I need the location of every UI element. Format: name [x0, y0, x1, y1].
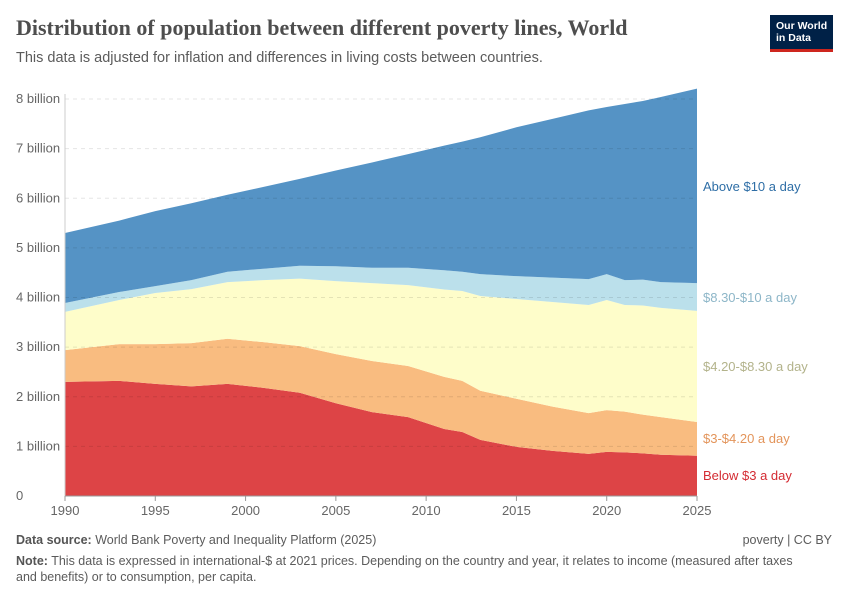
note-label: Note:	[16, 554, 48, 568]
y-tick-label: 0	[16, 488, 23, 503]
chart-title: Distribution of population between diffe…	[16, 15, 628, 40]
y-tick-label: 4 billion	[16, 290, 60, 305]
x-tick-label: 1995	[141, 503, 170, 518]
x-tick-label: 2010	[412, 503, 441, 518]
data-source: Data source: World Bank Poverty and Ineq…	[16, 533, 376, 547]
y-tick-label: 2 billion	[16, 389, 60, 404]
y-tick-label: 7 billion	[16, 141, 60, 156]
source-link[interactable]: World Bank Poverty and Inequality Platfo…	[95, 533, 377, 547]
series-label: $4.20-$8.30 a day	[703, 359, 808, 374]
x-tick-label: 2020	[592, 503, 621, 518]
series-label: $8.30-$10 a day	[703, 290, 797, 305]
x-tick-label: 1990	[51, 503, 80, 518]
y-tick-label: 1 billion	[16, 438, 60, 453]
y-tick-label: 5 billion	[16, 240, 60, 255]
area-4	[65, 88, 697, 303]
y-tick-label: 6 billion	[16, 190, 60, 205]
owid-logo[interactable]: Our World in Data	[770, 15, 833, 52]
area-2	[65, 278, 697, 423]
y-tick-label: 8 billion	[16, 91, 60, 106]
x-tick-label: 2025	[683, 503, 712, 518]
x-tick-label: 2000	[231, 503, 260, 518]
area-1	[65, 338, 697, 456]
area-3	[65, 265, 697, 312]
source-label: Data source:	[16, 533, 92, 547]
series-label: Below $3 a day	[703, 468, 792, 483]
x-tick-label: 2005	[321, 503, 350, 518]
note: Note: This data is expressed in internat…	[16, 553, 816, 585]
series-label: $3-$4.20 a day	[703, 431, 790, 446]
note-text: This data is expressed in international-…	[16, 554, 793, 584]
series-label: Above $10 a day	[703, 179, 801, 194]
chart-subtitle: This data is adjusted for inflation and …	[16, 50, 543, 66]
y-tick-label: 3 billion	[16, 339, 60, 354]
x-tick-label: 2015	[502, 503, 531, 518]
area-0	[65, 380, 697, 496]
license[interactable]: poverty | CC BY	[742, 533, 832, 547]
